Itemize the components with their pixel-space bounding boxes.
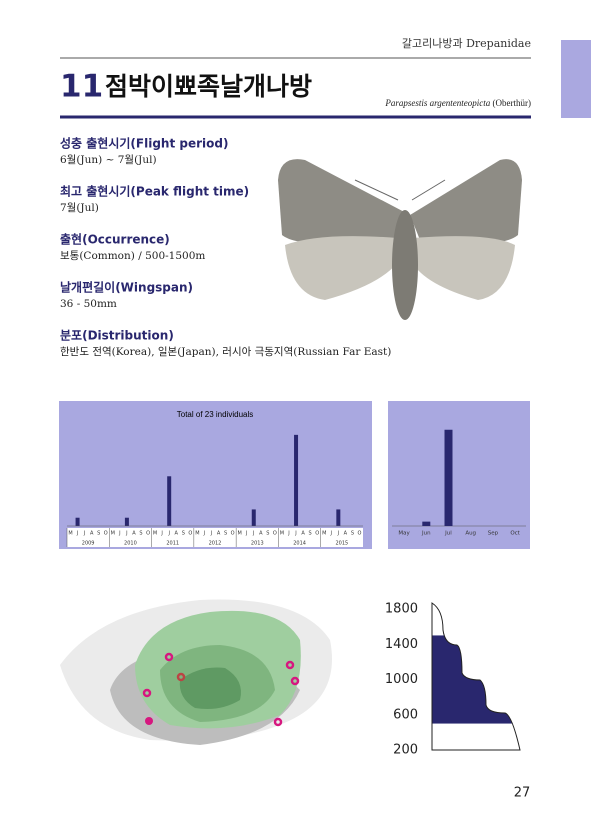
month-label: A	[344, 531, 348, 537]
moth-photo	[278, 159, 522, 320]
monthly-chart: May Jun Jul Aug Sep Oct	[388, 401, 530, 549]
month-label: M	[111, 531, 115, 537]
month-label: Jun	[421, 531, 431, 537]
month-label: S	[309, 531, 312, 537]
month-label: O	[315, 531, 319, 537]
month-label: S	[351, 531, 354, 537]
month-label: J	[210, 531, 212, 537]
month-label: J	[160, 531, 162, 537]
info-value: 한반도 전역(Korea), 일본(Japan), 러시아 극동지역(Russi…	[60, 345, 391, 358]
info-value: 6월(Jun) ~ 7월(Jul)	[60, 154, 157, 166]
profile-outline	[431, 602, 521, 751]
side-tab	[561, 40, 591, 118]
month-label: A	[175, 531, 179, 537]
year-label: 2009	[82, 541, 95, 547]
month-label: Sep	[488, 531, 499, 537]
month-label: J	[167, 531, 169, 537]
month-label: S	[182, 531, 185, 537]
month-label: A	[90, 531, 94, 537]
month-label: S	[139, 531, 142, 537]
bar	[294, 434, 299, 526]
year-label: 2011	[166, 541, 179, 547]
month-label: May	[398, 531, 410, 537]
month-label: J	[245, 531, 247, 537]
year-label: 2012	[209, 541, 222, 547]
month-label: Jul	[444, 531, 452, 537]
info-label: 날개편길이(Wingspan)	[60, 280, 193, 295]
y-tick-label: 600	[393, 707, 418, 722]
bar	[167, 476, 172, 526]
month-label: S	[224, 531, 227, 537]
author: (Oberthür)	[493, 98, 531, 108]
info-label: 분포(Distribution)	[60, 329, 174, 343]
month-label: M	[153, 531, 157, 537]
map	[60, 599, 332, 745]
month-label: A	[217, 531, 221, 537]
info-label: 최고 출현시기(Peak flight time)	[60, 184, 249, 199]
info: 성충 출현시기(Flight period) 6월(Jun) ~ 7월(Jul) 최…	[60, 136, 391, 359]
chart-bg	[388, 401, 530, 549]
chart-title: Total of 23 individuals	[177, 410, 254, 419]
species-number: 11	[60, 69, 103, 105]
month-label: M	[68, 531, 72, 537]
y-tick-label: 1800	[385, 602, 418, 617]
month-label: M	[322, 531, 326, 537]
scientific-name: Parapsestis argententeopicta (Oberthür)	[384, 98, 531, 108]
year-label: 2014	[293, 541, 306, 547]
species-name: 점박이뾰족날개나방	[105, 72, 312, 101]
bar	[124, 517, 129, 526]
info-value: 보통(Common) / 500-1500m	[60, 250, 205, 262]
bar	[336, 509, 341, 526]
family-header: 갈고리나방과 Drepanidae	[402, 36, 531, 50]
month-label: A	[301, 531, 305, 537]
month-label: O	[273, 531, 277, 537]
info-value: 36 - 50mm	[60, 298, 117, 310]
month-label: Aug	[465, 531, 476, 537]
info-label: 성충 출현시기(Flight period)	[60, 136, 228, 151]
bar	[422, 521, 431, 526]
month-label: O	[188, 531, 192, 537]
year-label: 2015	[335, 541, 348, 547]
month-label: O	[146, 531, 150, 537]
info-label: 출현(Occurrence)	[60, 232, 170, 247]
month-label: J	[337, 531, 339, 537]
month-label: J	[203, 531, 205, 537]
month-label: O	[104, 531, 108, 537]
axis-strip	[67, 528, 363, 547]
month-label: S	[97, 531, 100, 537]
month-label: J	[83, 531, 85, 537]
month-label: J	[287, 531, 289, 537]
bar	[251, 509, 256, 526]
bar	[444, 429, 453, 526]
bar	[75, 517, 80, 526]
month-label: M	[195, 531, 199, 537]
info-value: 7월(Jul)	[60, 202, 99, 214]
month-label: A	[259, 531, 263, 537]
month-label: M	[280, 531, 284, 537]
year-label: 2013	[251, 541, 264, 547]
chart-bg	[59, 401, 372, 549]
month-label: J	[330, 531, 332, 537]
month-label: J	[252, 531, 254, 537]
year-label: 2010	[124, 541, 137, 547]
month-label: S	[266, 531, 269, 537]
y-tick-label: 1000	[385, 672, 418, 687]
month-label: J	[118, 531, 120, 537]
month-label: A	[132, 531, 136, 537]
page-number: 27	[514, 786, 531, 801]
month-label: J	[294, 531, 296, 537]
month-label: M	[238, 531, 242, 537]
y-tick-label: 200	[393, 743, 418, 758]
month-label: O	[358, 531, 362, 537]
month-label: O	[231, 531, 235, 537]
scientific: Parapsestis argententeopicta	[384, 98, 490, 108]
month-label: J	[76, 531, 78, 537]
month-label: J	[125, 531, 127, 537]
y-tick-label: 1400	[385, 637, 418, 652]
month-label: Oct	[510, 531, 520, 537]
altitude-chart: 200 600 1000 1400 1800	[385, 602, 521, 758]
